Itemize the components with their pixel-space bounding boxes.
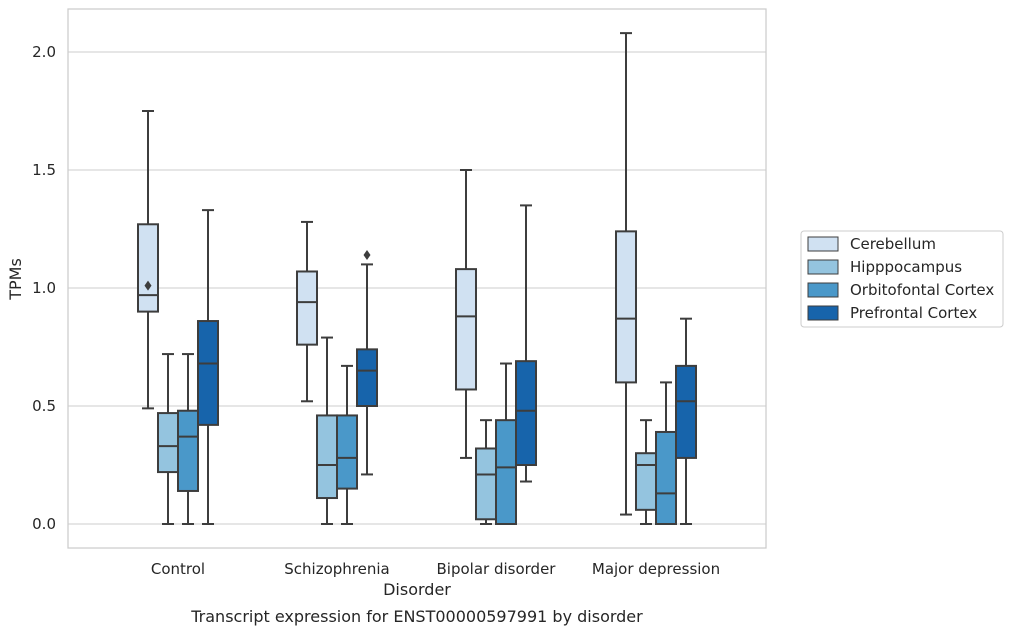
x-tick-label: Schizophrenia [284,560,389,578]
legend-label: Cerebellum [850,235,936,253]
outlier-point [363,249,371,260]
box-hipppocampus [475,447,497,521]
legend-swatch [807,236,839,252]
y-tick-label: 0.5 [32,397,56,415]
x-tick-label: Major depression [592,560,720,578]
box-plot-series [137,32,697,525]
y-tick-label: 0.0 [32,515,56,533]
box-hipppocampus [157,412,179,474]
box-prefrontal-cortex [197,320,219,426]
x-axis-ticks: Control Schizophrenia Bipolar disorder Majo… [151,560,720,578]
box-hipppocampus [316,414,338,500]
chart-caption: Transcript expression for ENST0000059799… [190,607,643,626]
legend-label: Prefrontal Cortex [850,304,977,322]
box-prefrontal-cortex [356,348,378,407]
box-prefrontal-cortex [675,364,697,459]
legend-swatch [807,305,839,321]
box-orbitofontal-cortex [177,409,199,492]
box-hipppocampus [635,452,657,511]
plot-area-frame [67,8,767,549]
outlier-point [144,280,152,291]
y-tick-label: 1.5 [32,161,56,179]
y-tick-label: 2.0 [32,43,56,61]
box-cerebellum [455,268,477,391]
x-tick-label: Bipolar disorder [437,560,557,578]
y-axis-label: TPMs [6,258,25,301]
box-orbitofontal-cortex [655,430,677,525]
y-tick-label: 1.0 [32,279,56,297]
legend-swatch [807,259,839,275]
y-axis-ticks: 0.0 0.5 1.0 1.5 2.0 [32,43,56,533]
x-axis-label: Disorder [383,580,451,599]
legend-label: Orbitofontal Cortex [850,281,994,299]
legend: Cerebellum Hipppocampus Orbitofontal Corte… [800,230,1004,328]
box-cerebellum [137,223,159,313]
box-orbitofontal-cortex [495,419,517,525]
box-prefrontal-cortex [515,360,537,466]
box-orbitofontal-cortex [336,414,358,490]
legend-frame [800,230,1004,328]
legend-label: Hipppocampus [850,258,962,276]
box-cerebellum [296,270,318,346]
x-tick-label: Control [151,560,205,578]
legend-swatch [807,282,839,298]
box-cerebellum [615,230,637,384]
